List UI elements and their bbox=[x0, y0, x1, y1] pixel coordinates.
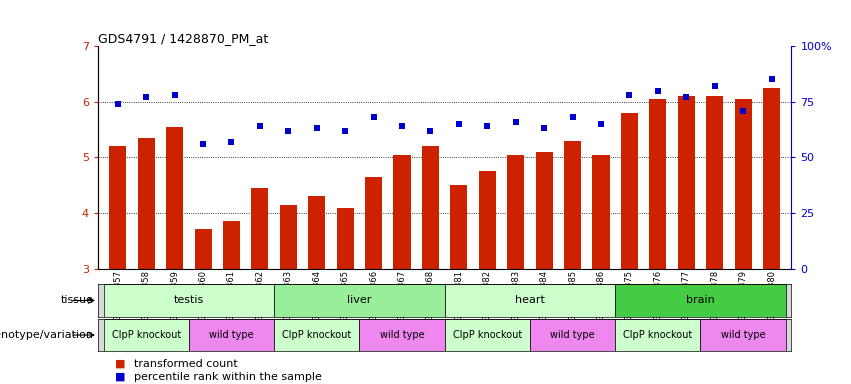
Text: liver: liver bbox=[347, 295, 372, 306]
Bar bbox=[700, 319, 785, 351]
Point bbox=[509, 119, 523, 125]
Text: ClpP knockout: ClpP knockout bbox=[453, 330, 522, 340]
Point bbox=[452, 121, 465, 127]
Bar bbox=[535, 152, 552, 269]
Bar bbox=[422, 146, 439, 269]
Bar bbox=[138, 138, 155, 269]
Bar bbox=[365, 177, 382, 269]
Bar bbox=[734, 99, 751, 269]
Bar bbox=[359, 319, 445, 351]
Text: transformed count: transformed count bbox=[134, 359, 237, 369]
Point bbox=[395, 123, 408, 129]
Bar bbox=[763, 88, 780, 269]
Bar bbox=[280, 205, 297, 269]
Bar bbox=[445, 319, 530, 351]
Text: genotype/variation: genotype/variation bbox=[0, 330, 94, 340]
Bar bbox=[706, 96, 723, 269]
Bar bbox=[649, 99, 666, 269]
Point bbox=[310, 126, 323, 132]
Bar bbox=[615, 284, 785, 317]
Point bbox=[225, 139, 238, 145]
Bar bbox=[104, 319, 189, 351]
Text: wild type: wild type bbox=[551, 330, 595, 340]
Point bbox=[282, 127, 295, 134]
Bar bbox=[274, 284, 445, 317]
Point bbox=[367, 114, 380, 121]
Bar bbox=[677, 96, 694, 269]
Text: percentile rank within the sample: percentile rank within the sample bbox=[134, 372, 322, 382]
Bar bbox=[445, 284, 615, 317]
Point bbox=[537, 126, 551, 132]
Bar bbox=[195, 229, 212, 269]
Point bbox=[168, 92, 181, 98]
Bar bbox=[109, 146, 126, 269]
Bar bbox=[166, 127, 183, 269]
Point bbox=[736, 108, 750, 114]
Bar bbox=[507, 155, 524, 269]
Point bbox=[339, 127, 352, 134]
Text: wild type: wild type bbox=[721, 330, 765, 340]
Text: ■: ■ bbox=[115, 359, 125, 369]
Point bbox=[140, 94, 153, 100]
Bar bbox=[615, 319, 700, 351]
Text: wild type: wild type bbox=[209, 330, 254, 340]
Bar bbox=[251, 188, 268, 269]
Point bbox=[481, 123, 494, 129]
Point bbox=[566, 114, 580, 121]
Bar bbox=[189, 319, 274, 351]
Point bbox=[623, 92, 637, 98]
Point bbox=[197, 141, 210, 147]
Text: GDS4791 / 1428870_PM_at: GDS4791 / 1428870_PM_at bbox=[98, 32, 268, 45]
Bar bbox=[450, 185, 467, 269]
Bar bbox=[564, 141, 581, 269]
Text: ClpP knockout: ClpP knockout bbox=[111, 330, 180, 340]
Point bbox=[594, 121, 608, 127]
Bar bbox=[621, 113, 638, 269]
Point bbox=[708, 83, 722, 89]
Bar bbox=[393, 155, 410, 269]
Bar bbox=[308, 197, 325, 269]
Bar bbox=[592, 155, 609, 269]
Point bbox=[111, 101, 124, 107]
Point bbox=[253, 123, 266, 129]
Text: brain: brain bbox=[686, 295, 715, 306]
Text: tissue: tissue bbox=[60, 295, 94, 306]
Text: heart: heart bbox=[515, 295, 545, 306]
Text: ClpP knockout: ClpP knockout bbox=[623, 330, 693, 340]
Point bbox=[765, 76, 779, 83]
Point bbox=[424, 127, 437, 134]
Bar bbox=[479, 171, 496, 269]
Text: ■: ■ bbox=[115, 372, 125, 382]
Bar bbox=[104, 284, 274, 317]
Bar bbox=[530, 319, 615, 351]
Text: testis: testis bbox=[174, 295, 204, 306]
Point bbox=[651, 88, 665, 94]
Text: wild type: wild type bbox=[380, 330, 425, 340]
Bar bbox=[223, 222, 240, 269]
Text: ClpP knockout: ClpP knockout bbox=[283, 330, 351, 340]
Point bbox=[679, 94, 693, 100]
Bar bbox=[274, 319, 359, 351]
Bar bbox=[337, 208, 354, 269]
